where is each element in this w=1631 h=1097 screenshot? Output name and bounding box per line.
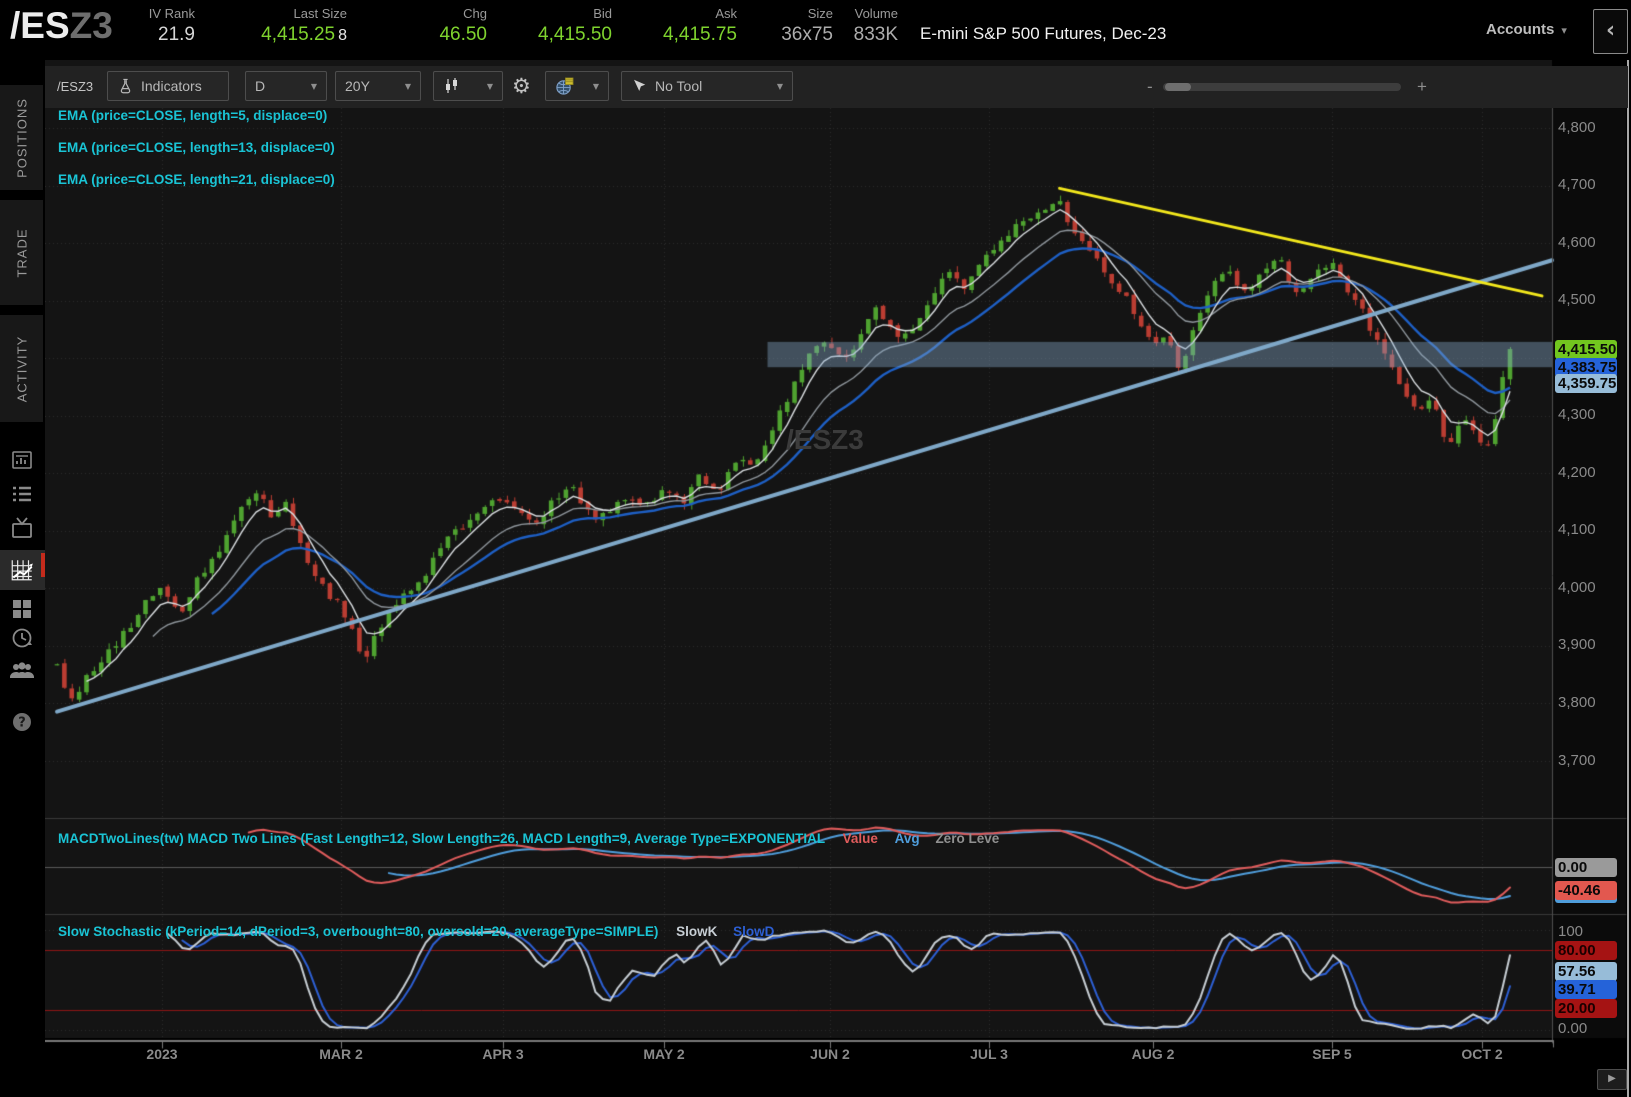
instrument-description: E-mini S&P 500 Futures, Dec-23 — [920, 24, 1167, 43]
chart-grid-dropdown[interactable]: ▼ — [545, 71, 609, 101]
flexible-grid-icon — [556, 77, 574, 95]
chevron-down-icon: ▾ — [1561, 24, 1567, 37]
svg-text:?: ? — [18, 716, 26, 731]
header-bar: /ESZ3 IV Rank 21.9 Last Size 4,415.25 8 C… — [0, 0, 1631, 60]
zoom-slider-handle[interactable] — [1165, 83, 1191, 91]
price-tick: 4,300 — [1558, 406, 1596, 423]
chart-icon[interactable] — [7, 556, 37, 584]
stoch-slowd-badge: 39.71 — [1555, 980, 1617, 999]
stochastic-study-label[interactable]: Slow Stochastic (kPeriod=14, dPeriod=3, … — [58, 924, 775, 939]
scroll-right-button[interactable]: ▶ — [1597, 1069, 1627, 1090]
cursor-icon — [634, 79, 646, 91]
ema13-label[interactable]: EMA (price=CLOSE, length=13, displace=0) — [58, 140, 335, 155]
chevron-down-icon: ▼ — [404, 81, 411, 91]
stoch-slowk-badge: 57.56 — [1555, 962, 1617, 981]
time-tick: SEP 5 — [1312, 1046, 1352, 1062]
active-tool-marker — [41, 553, 45, 577]
time-tick: OCT 2 — [1461, 1046, 1503, 1062]
macd-avg-legend: Avg — [894, 831, 920, 846]
price-tick: 4,700 — [1558, 176, 1596, 193]
price-tick: 4,600 — [1558, 234, 1596, 251]
left-sidebar: POSITIONS TRADE ACTIVITY ? — [0, 60, 45, 1097]
right-arrow-icon: ▶ — [1608, 1073, 1616, 1084]
candlestick-icon — [446, 78, 457, 93]
low-mark-badge: 4,359.75 — [1555, 374, 1617, 393]
chart-toolbar: /ESZ3 Indicators D ▼ 20Y ▼ ▼ ⚙ ▼ — [45, 66, 1628, 108]
stat-ask: Ask 4,415.75 — [663, 6, 737, 45]
timeframe-dropdown[interactable]: D ▼ — [245, 71, 327, 101]
zoom-out-button[interactable]: - — [1147, 77, 1153, 96]
indicators-button[interactable]: Indicators — [107, 71, 229, 101]
macd-zero-legend: Zero Leve — [935, 831, 1000, 846]
grid-icon[interactable] — [7, 595, 37, 623]
time-tick: MAR 2 — [319, 1046, 363, 1062]
zoom-in-button[interactable]: + — [1417, 77, 1427, 96]
time-tick: JUN 2 — [810, 1046, 850, 1062]
price-tick: 3,700 — [1558, 752, 1596, 769]
collapse-panel-button[interactable]: ‹ — [1593, 9, 1628, 54]
chevron-down-icon: ▼ — [776, 81, 783, 91]
community-icon[interactable] — [7, 656, 37, 684]
stat-iv-rank: IV Rank 21.9 — [148, 6, 195, 45]
sidebar-tab-positions[interactable]: POSITIONS — [0, 85, 43, 190]
price-tick: 4,800 — [1558, 119, 1596, 136]
stoch-overbought-badge: 80.00 — [1555, 941, 1617, 960]
stoch-100-label: 100 — [1558, 923, 1584, 940]
macd-value-badge: -40.46 — [1555, 881, 1617, 900]
stoch-0-label: 0.00 — [1558, 1020, 1588, 1037]
toolbar-symbol: /ESZ3 — [57, 79, 94, 94]
stat-chg: Chg 46.50 — [439, 6, 487, 45]
accounts-menu[interactable]: Accounts ▾ — [1486, 21, 1567, 38]
ema21-label[interactable]: EMA (price=CLOSE, length=21, displace=0) — [58, 172, 335, 187]
sidebar-tab-activity[interactable]: ACTIVITY — [0, 315, 43, 422]
tv-icon[interactable] — [7, 514, 37, 542]
time-tick: JUL 3 — [970, 1046, 1008, 1062]
watchlist-icon[interactable] — [7, 480, 37, 508]
bid-mark-badge: 4,383.75 — [1555, 358, 1617, 377]
chevron-down-icon: ▼ — [310, 81, 317, 91]
stat-last-size: Last Size 4,415.25 8 — [261, 6, 347, 45]
chart-settings-button[interactable]: ⚙ — [512, 71, 531, 101]
drawing-tool-dropdown[interactable]: No Tool ▼ — [621, 71, 793, 101]
time-tick: 2023 — [146, 1046, 178, 1062]
price-tick: 4,200 — [1558, 464, 1596, 481]
news-report-icon[interactable] — [7, 446, 37, 474]
time-tick: APR 3 — [482, 1046, 524, 1062]
stoch-oversold-badge: 20.00 — [1555, 999, 1617, 1018]
history-icon[interactable] — [7, 624, 37, 652]
help-icon[interactable]: ? — [7, 708, 37, 736]
symbol-contract: Z3 — [69, 5, 113, 46]
price-tick: 3,800 — [1558, 694, 1596, 711]
slowd-legend: SlowD — [733, 924, 775, 939]
price-tick: 4,100 — [1558, 521, 1596, 538]
symbol-title: /ESZ3 — [10, 5, 113, 47]
chevron-down-icon: ▼ — [592, 81, 599, 91]
chart-style-dropdown[interactable]: ▼ — [433, 71, 503, 101]
symbol-root: /ES — [10, 5, 70, 46]
gear-icon: ⚙ — [512, 74, 531, 98]
slowk-legend: SlowK — [676, 924, 718, 939]
macd-study-label[interactable]: MACDTwoLines(tw) MACD Two Lines (Fast Le… — [58, 831, 1000, 846]
zoom-slider[interactable] — [1163, 83, 1401, 91]
last-size-qty: 8 — [338, 27, 347, 44]
range-dropdown[interactable]: 20Y ▼ — [335, 71, 421, 101]
price-tick: 4,500 — [1558, 291, 1596, 308]
price-tick: 4,000 — [1558, 579, 1596, 596]
symbol-watermark: /ESZ3 — [786, 424, 864, 455]
chevron-down-icon: ▼ — [486, 81, 493, 91]
stat-size: Size 36x75 — [781, 6, 833, 45]
panel-edge-divider — [1627, 60, 1629, 1097]
last-price-badge: 4,415.50 — [1555, 340, 1617, 359]
macd-zero-badge: 0.00 — [1555, 858, 1617, 877]
flask-icon — [120, 78, 131, 93]
sidebar-tab-trade[interactable]: TRADE — [0, 200, 43, 305]
stat-bid: Bid 4,415.50 — [538, 6, 612, 45]
macd-value-legend: Value — [842, 831, 878, 846]
ema5-label[interactable]: EMA (price=CLOSE, length=5, displace=0) — [58, 108, 328, 123]
time-tick: MAY 2 — [643, 1046, 685, 1062]
price-tick: 3,900 — [1558, 636, 1596, 653]
time-tick: AUG 2 — [1131, 1046, 1175, 1062]
stat-volume: Volume 833K — [853, 6, 898, 45]
